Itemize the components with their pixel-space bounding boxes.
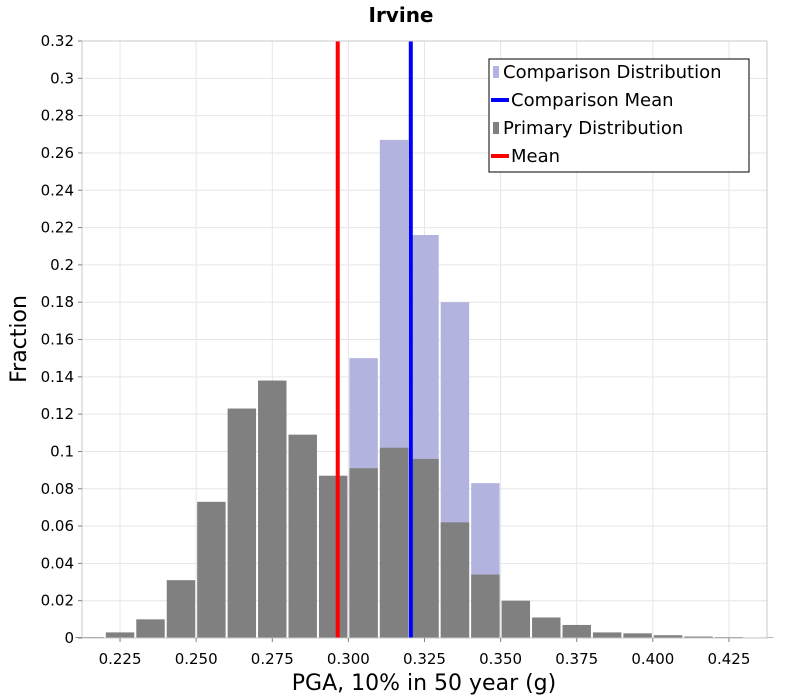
y-tick-label: 0.14 <box>41 368 74 386</box>
legend-label: Comparison Distribution <box>503 62 722 83</box>
primary-bar <box>349 468 378 638</box>
primary-bar <box>440 522 470 638</box>
primary-bar <box>166 580 196 638</box>
primary-bar <box>653 635 683 638</box>
primary-bar <box>532 617 561 638</box>
primary-bars <box>75 380 774 638</box>
y-tick-label: 0.28 <box>41 107 74 125</box>
primary-bar <box>105 632 135 638</box>
mean-lines <box>335 41 413 638</box>
primary-bar <box>379 447 409 638</box>
primary-bar <box>318 475 348 638</box>
primary-bar <box>227 408 257 638</box>
primary-bar <box>592 632 622 638</box>
x-axis-ticks: 0.225 0.250 0.275 0.300 0.325 0.350 0.375 0.400… <box>99 638 750 668</box>
y-tick-label: 0.3 <box>50 69 74 87</box>
y-tick-label: 0.32 <box>41 32 74 50</box>
y-tick-label: 0.24 <box>41 181 74 199</box>
y-axis-ticks: 0 0.02 0.04 0.06 0.08 0.1 0.12 0.14 0.16 0.18 0.2 0… <box>41 32 82 647</box>
y-tick-label: 0.18 <box>41 293 74 311</box>
x-tick-label: 0.225 <box>99 650 142 668</box>
primary-bar <box>501 600 531 638</box>
legend-swatch <box>493 66 499 78</box>
y-tick-label: 0.1 <box>50 442 74 460</box>
y-tick-label: 0.16 <box>41 331 74 349</box>
x-tick-label: 0.300 <box>327 650 370 668</box>
primary-bar <box>288 434 317 638</box>
primary-bar <box>410 458 439 638</box>
y-tick-label: 0.26 <box>41 144 74 162</box>
legend: Comparison Distribution Comparison Mean Pr… <box>488 58 750 173</box>
x-tick-label: 0.325 <box>403 650 446 668</box>
y-tick-label: 0.02 <box>41 592 74 610</box>
legend-box <box>488 58 750 173</box>
legend-label: Mean <box>511 146 560 167</box>
primary-bar <box>258 380 287 638</box>
primary-bar <box>623 633 652 638</box>
x-tick-label: 0.400 <box>631 650 674 668</box>
y-tick-label: 0.2 <box>50 256 74 274</box>
primary-bar <box>136 619 165 638</box>
x-axis-label: PGA, 10% in 50 year (g) <box>292 671 556 696</box>
legend-swatch <box>493 122 499 134</box>
x-tick-label: 0.350 <box>479 650 522 668</box>
primary-bar <box>562 624 591 638</box>
primary-bar <box>684 636 713 638</box>
y-tick-label: 0.12 <box>41 405 74 423</box>
primary-bar <box>471 574 500 638</box>
y-tick-label: 0.06 <box>41 517 74 535</box>
legend-label: Comparison Mean <box>511 90 674 111</box>
x-tick-label: 0.425 <box>707 650 750 668</box>
x-tick-label: 0.375 <box>555 650 598 668</box>
x-tick-label: 0.275 <box>251 650 294 668</box>
y-axis-label: Fraction <box>7 295 32 383</box>
y-tick-label: 0 <box>64 629 74 647</box>
y-tick-label: 0.04 <box>41 554 74 572</box>
y-tick-label: 0.22 <box>41 219 74 237</box>
x-tick-label: 0.250 <box>175 650 218 668</box>
legend-label: Primary Distribution <box>503 118 683 139</box>
y-tick-label: 0.08 <box>41 480 74 498</box>
chart-title: Irvine <box>369 3 434 27</box>
primary-bar <box>197 501 226 638</box>
